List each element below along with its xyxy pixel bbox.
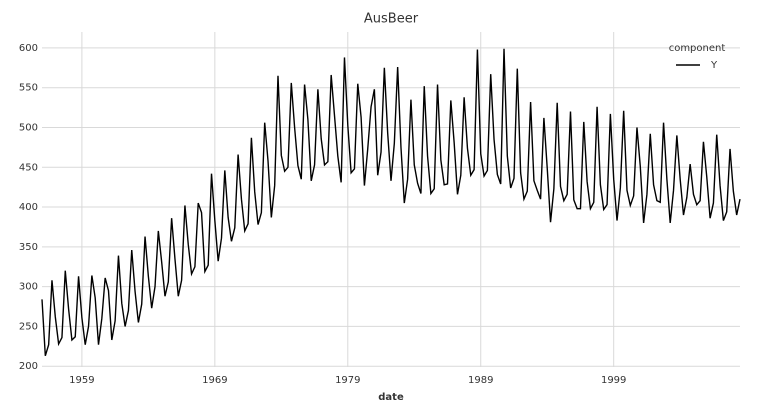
x-tick-label: 1959: [69, 375, 94, 386]
y-tick-label: 500: [19, 122, 38, 133]
x-tick-label: 1969: [202, 375, 227, 386]
x-tick-label: 1979: [335, 375, 360, 386]
y-tick-label: 300: [19, 282, 38, 293]
x-tick-label: 1989: [468, 375, 493, 386]
line-series: [41, 48, 741, 357]
legend-title: component: [669, 43, 726, 54]
y-tick-label: 250: [19, 321, 38, 332]
y-tick-label: 200: [19, 361, 38, 372]
y-tick-label: 400: [19, 202, 38, 213]
x-tick-label: 1999: [601, 375, 626, 386]
y-tick-label: 550: [19, 83, 38, 94]
x-axis-label: date: [378, 392, 404, 403]
y-tick-label: 600: [19, 43, 38, 54]
chart-title: AusBeer: [364, 12, 419, 27]
y-tick-label: 350: [19, 242, 38, 253]
legend-label: Y: [710, 60, 718, 71]
y-tick-label: 450: [19, 162, 38, 173]
